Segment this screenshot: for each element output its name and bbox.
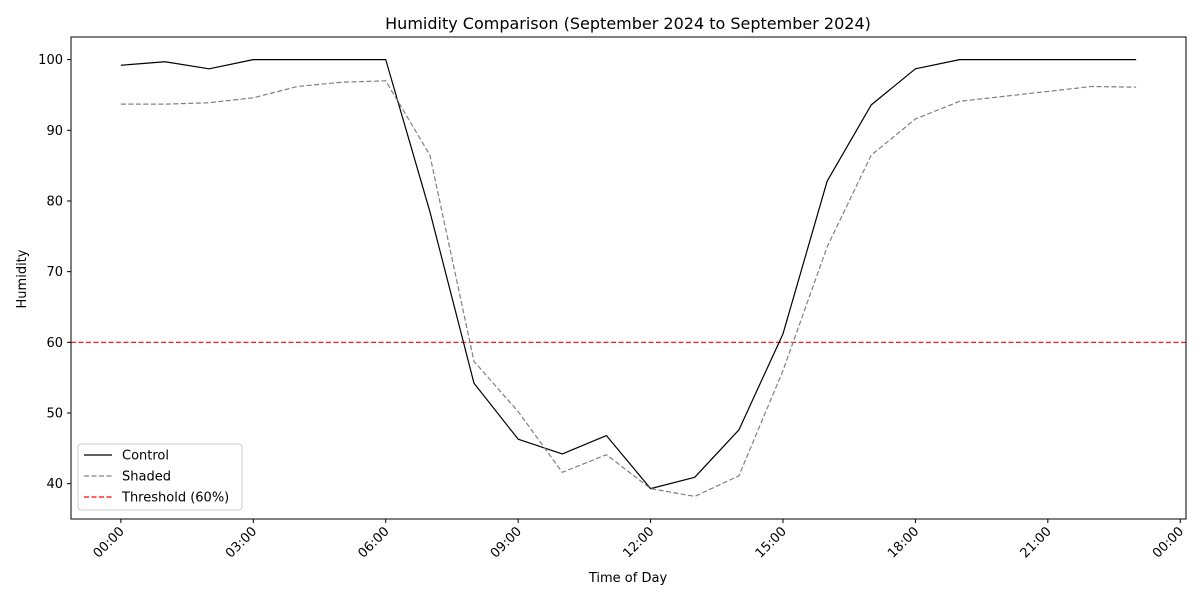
chart-title: Humidity Comparison (September 2024 to S… bbox=[385, 14, 871, 33]
y-tick-label: 40 bbox=[46, 477, 63, 492]
x-tick-label: 03:00 bbox=[223, 524, 260, 561]
x-axis: 00:00 03:00 06:00 09:00 12:00 15:00 18:00 21:00… bbox=[91, 519, 1187, 561]
y-tick-label: 50 bbox=[46, 406, 63, 421]
y-tick-label: 60 bbox=[46, 336, 63, 351]
series-line-control bbox=[120, 59, 1137, 490]
x-tick-label: 15:00 bbox=[753, 524, 790, 561]
y-axis: 40 50 60 70 80 90 100 bbox=[38, 53, 71, 492]
y-tick-label: 70 bbox=[46, 265, 63, 280]
legend-box bbox=[77, 443, 243, 511]
y-tick-label: 80 bbox=[46, 194, 63, 209]
x-tick-label: 18:00 bbox=[885, 524, 922, 561]
legend: Control Shaded Threshold (60%) bbox=[77, 443, 243, 511]
y-tick-label: 100 bbox=[38, 53, 63, 68]
legend-label: Threshold (60%) bbox=[121, 491, 229, 506]
y-tick-label: 90 bbox=[46, 124, 63, 139]
y-axis-label: Humidity bbox=[15, 249, 30, 308]
x-tick-label: 21:00 bbox=[1018, 524, 1055, 561]
series-line-shaded bbox=[120, 80, 1137, 497]
plot-area bbox=[70, 36, 1187, 520]
x-tick-label: 00:00 bbox=[1150, 524, 1187, 561]
plot-frame bbox=[70, 36, 1187, 520]
x-tick-label: 09:00 bbox=[488, 524, 525, 561]
x-tick-label: 12:00 bbox=[620, 524, 657, 561]
legend-label: Control bbox=[122, 449, 169, 464]
x-tick-label: 00:00 bbox=[91, 524, 128, 561]
legend-label: Shaded bbox=[122, 470, 171, 485]
x-axis-label: Time of Day bbox=[588, 571, 668, 586]
x-tick-label: 06:00 bbox=[355, 524, 392, 561]
